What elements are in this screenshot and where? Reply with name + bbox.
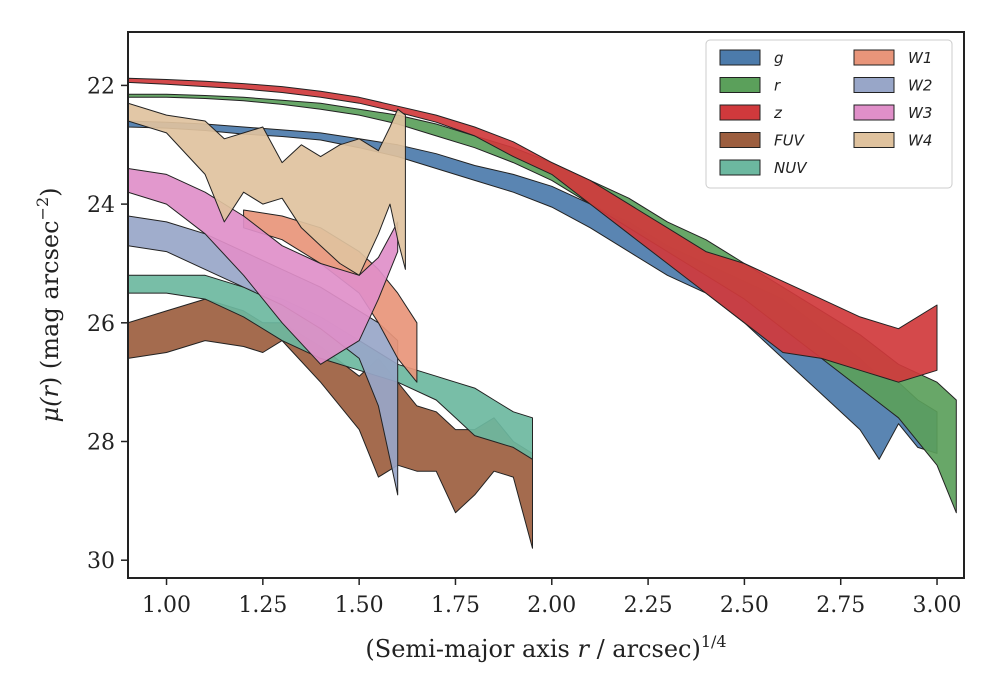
legend-swatch [719, 49, 761, 66]
band-z [128, 77, 938, 383]
legend-swatch [719, 132, 761, 148]
band-w3 [128, 168, 399, 365]
x-tick-label: 2.75 [816, 593, 865, 618]
legend-swatch [719, 104, 761, 121]
x-axis: 1.00 1.25 1.50 1.75 2.00 2.25 2.50 2.75 3.00 [142, 578, 962, 618]
legend-label: g [774, 49, 784, 67]
legend-item-z: z [719, 104, 783, 122]
legend-label: W1 [908, 49, 932, 67]
y-axis-title: μ(r) (mag arcsec−2) [33, 187, 64, 422]
x-tick-label: 2.25 [624, 593, 673, 618]
legend-label: r [774, 77, 781, 95]
legend-item-w1: W1 [853, 49, 932, 67]
legend-label: z [773, 104, 783, 122]
legend-item-w2: W2 [853, 77, 932, 95]
legend-swatch [719, 77, 761, 93]
plot-frame [127, 31, 965, 579]
x-tick-label: 1.00 [142, 593, 191, 618]
legend-label: FUV [774, 132, 806, 150]
series-bands [128, 77, 957, 549]
legend-swatch [853, 104, 895, 121]
legend-swatch [853, 132, 895, 148]
legend-item-w4: W4 [853, 132, 932, 150]
legend-label: NUV [774, 159, 808, 177]
x-tick-label: 1.75 [431, 593, 480, 618]
x-axis-title: (Semi-major axis r / arcsec)1/4 [365, 632, 726, 663]
x-tick-label: 2.50 [720, 593, 769, 618]
legend-label: W4 [908, 132, 932, 150]
x-tick-label: 1.50 [335, 593, 384, 618]
legend-item-r: r [719, 77, 781, 95]
y-tick-label: 30 [87, 549, 115, 574]
legend-item-w3: W3 [853, 104, 932, 122]
legend: grz FUV NUV W1 W2 W3 W4 [705, 39, 953, 189]
y-axis: 22 24 26 28 30 [87, 74, 128, 574]
y-tick-label: 22 [87, 74, 115, 99]
x-tick-label: 3.00 [913, 593, 962, 618]
legend-label: W2 [908, 77, 932, 95]
legend-swatch [853, 77, 895, 93]
band-w4 [128, 102, 406, 276]
y-tick-label: 26 [87, 312, 115, 337]
legend-item-g: g [719, 49, 784, 67]
y-tick-label: 24 [87, 193, 115, 218]
legend-swatch [853, 49, 895, 66]
legend-item-nuv: NUV [719, 159, 808, 177]
x-tick-label: 1.25 [238, 593, 287, 618]
legend-item-fuv: FUV [719, 132, 806, 150]
legend-label: W3 [908, 104, 932, 122]
legend-swatch [719, 159, 761, 176]
x-tick-label: 2.00 [527, 593, 576, 618]
y-tick-label: 28 [87, 431, 115, 456]
